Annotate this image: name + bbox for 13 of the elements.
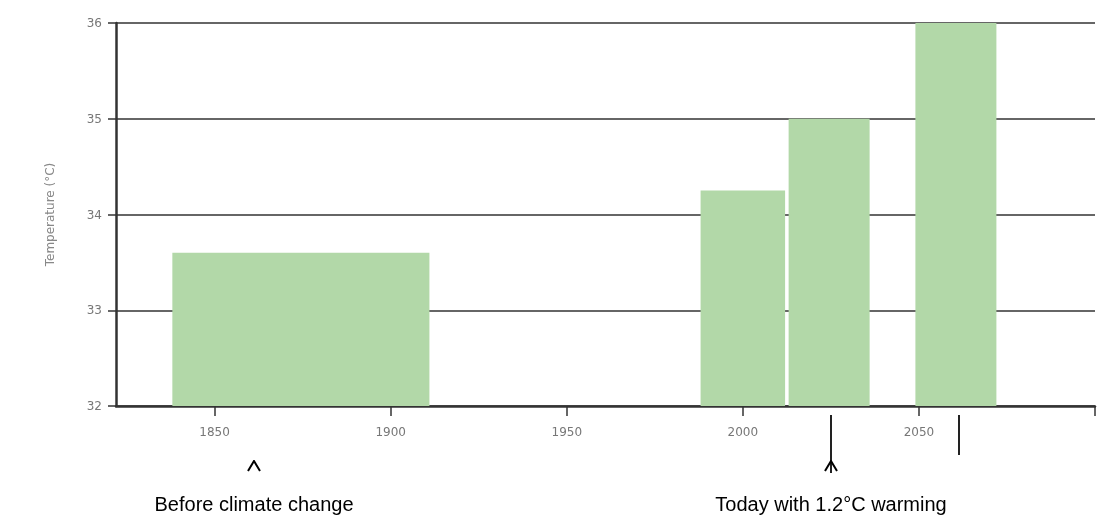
text: Today with 1.2°C warming: [715, 493, 947, 515]
text: Before climate change: [154, 493, 354, 515]
x-tick-label: 1900: [375, 425, 406, 439]
x-tick-label: 1950: [551, 425, 583, 439]
x-tick-label: 1850: [199, 425, 230, 439]
y-tick-label: 34: [86, 207, 102, 222]
x-tick-label: 2000: [727, 425, 759, 439]
y-axis-title: Temperature (°C): [43, 162, 57, 268]
y-tick-label: 35: [86, 111, 102, 126]
x-tick-label: 2050: [903, 425, 935, 439]
y-tick-label: 32: [86, 399, 102, 413]
y-tick-label: 33: [86, 303, 102, 318]
y-tick-label: 36: [86, 16, 102, 30]
